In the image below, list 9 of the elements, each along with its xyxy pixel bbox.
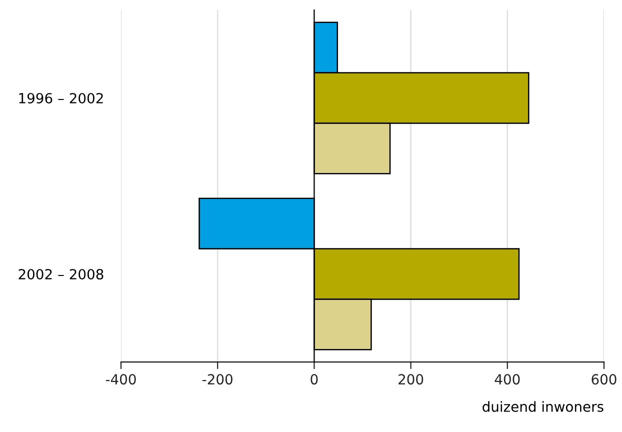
x-tick-label: 200 — [398, 374, 424, 385]
x-tick-label: -400 — [106, 374, 136, 385]
x-axis-title: duizend inwoners — [482, 401, 604, 412]
x-tick-label: 400 — [494, 374, 520, 385]
y-tick-label: 2002 – 2008 — [18, 268, 104, 280]
y-tick-label: 1996 – 2002 — [19, 92, 103, 104]
x-tick-label: 600 — [592, 374, 616, 385]
x-tick-label: 0 — [310, 374, 318, 385]
x-tick-label: -200 — [202, 374, 232, 385]
